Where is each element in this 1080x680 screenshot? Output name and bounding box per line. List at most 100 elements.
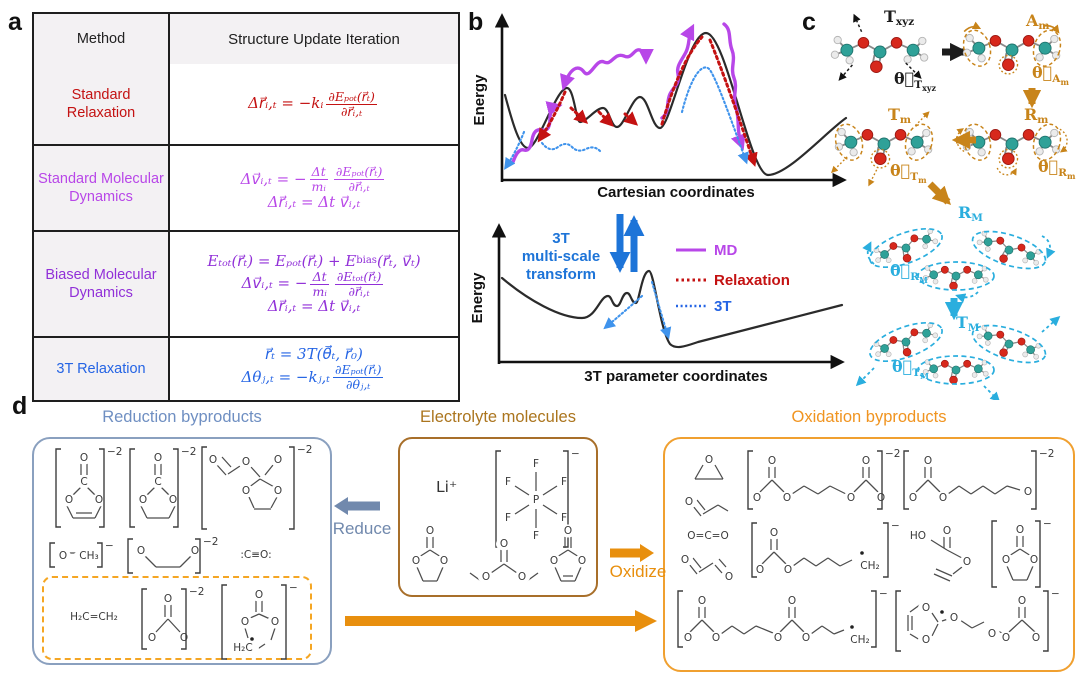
svg-text:F: F: [533, 530, 539, 542]
relaxation-dashed-arrow: [660, 35, 704, 126]
table-header-row: Method Structure Update Iteration: [34, 14, 458, 64]
label-theta-t-m: θ⃗Tm: [890, 161, 927, 185]
svg-text:P: P: [533, 494, 539, 506]
svg-text:−2: −2: [1039, 448, 1054, 460]
svg-text:C: C: [154, 476, 161, 488]
t3-dotted-arrow: [540, 141, 602, 153]
molecule-dioxolane-radical-carbonate: O O O O O O O −: [892, 588, 1060, 654]
equation-line: Δr⃗ᵢ,ₜ = −kᵢ ∂Eₚₒₜ(r⃗ₜ) ∂r⃗ᵢ,ₜ: [248, 88, 377, 119]
svg-text:H₂C=CH₂: H₂C=CH₂: [70, 611, 118, 623]
method-name: 3T Relaxation: [34, 338, 170, 400]
md-wavy-arrow: [560, 48, 654, 91]
relaxation-dashed-arrow: [569, 106, 589, 124]
svg-text:O: O: [550, 555, 558, 567]
molecule-ethylene-carbonate: O O O: [402, 520, 458, 590]
svg-text:O: O: [1024, 486, 1032, 498]
molecule-carbon-monoxide: :C≡O:: [226, 544, 286, 566]
molecule-carbon-dioxide: O=C=O: [676, 526, 740, 546]
svg-text:O: O: [255, 589, 263, 601]
svg-text:O: O: [725, 571, 733, 583]
svg-text:O: O: [939, 492, 947, 504]
label-theta-a-m: θ⃗Am: [1032, 63, 1069, 87]
equation-line: r⃗ₜ = 3T(θ⃗ₜ, r⃗₀): [265, 345, 363, 364]
molecule-ec-radical-anion: O O O H₂C −: [218, 582, 298, 662]
panel-c-label: c: [802, 8, 816, 36]
molecule-dicarbonate-ethyl-radical: O O O O O O CH₂ −: [674, 588, 888, 650]
molecule-pf6-anion: P F F F F F F −: [492, 448, 580, 550]
label-a-m: Am: [1025, 11, 1050, 32]
svg-text:O: O: [271, 616, 279, 628]
x-axis-label-cartesian: Cartesian coordinates: [597, 184, 755, 201]
svg-text:O: O: [847, 492, 855, 504]
svg-text:C: C: [80, 476, 87, 488]
panel-a-label: a: [8, 8, 22, 36]
molecule-t-xyz: [830, 13, 929, 81]
svg-text:F: F: [505, 476, 511, 488]
svg-text:−2: −2: [203, 536, 218, 548]
svg-text:O: O: [756, 564, 764, 576]
svg-text:O: O: [180, 632, 188, 644]
svg-text:−2: −2: [297, 444, 312, 456]
cartesian-energy-curve: [503, 31, 848, 177]
svg-text:O: O: [242, 485, 250, 497]
svg-text:O: O: [137, 545, 145, 557]
svg-text:O: O: [148, 632, 156, 644]
relaxation-dashed-arrow: [708, 38, 758, 167]
svg-text:O: O: [753, 492, 761, 504]
molecule-carbonate-dianion: O O O −2: [138, 586, 204, 652]
svg-text:F: F: [505, 512, 511, 524]
md-wavy-arrow: [511, 101, 563, 164]
svg-text:F: F: [561, 512, 567, 524]
oxidize-arrow: [610, 544, 654, 562]
method-table: Method Structure Update Iteration Standa…: [32, 12, 460, 402]
label-t-xyz: Txyz: [884, 7, 914, 28]
table-row: 3T Relaxation r⃗ₜ = 3T(θ⃗ₜ, r⃗₀) Δθⱼ,ₜ = −…: [34, 336, 458, 400]
svg-text:−: −: [571, 448, 580, 460]
svg-text:O: O: [164, 593, 172, 605]
label-t-M: TM: [956, 313, 980, 334]
svg-text:O: O: [685, 496, 693, 508]
energy-axis-label: Energy: [471, 74, 488, 126]
svg-text:O: O: [802, 632, 810, 644]
svg-text:O: O: [783, 492, 791, 504]
svg-text:O: O: [1030, 554, 1038, 566]
molecule-dicarbonate-dianion: O O O O O O −2: [744, 448, 900, 512]
svg-text:F: F: [533, 458, 539, 470]
transform-text-line3: transform: [526, 266, 596, 283]
molecule-vc-dianion: O C O O −2: [52, 446, 122, 530]
molecule-dimethyl-carbonate: O O O: [458, 532, 550, 590]
svg-text:O: O: [988, 628, 996, 640]
svg-text:O: O: [1002, 632, 1010, 644]
svg-text::C≡O:: :C≡O:: [240, 549, 271, 561]
svg-text:O: O: [922, 634, 930, 646]
panel-b-plots: Energy Cartesian coordinates 3T multi-sc…: [469, 13, 848, 385]
svg-text:O: O: [412, 555, 420, 567]
t3-dotted-arrow: [650, 280, 672, 340]
svg-text:O: O: [274, 485, 282, 497]
svg-text:HO: HO: [910, 530, 926, 542]
equation-cell: Δv⃗ᵢ,ₜ = − Δt mᵢ ∂Eₚₒₜ(r⃗ₜ) ∂r⃗ᵢ,ₜ Δr⃗ᵢ,ₜ = Δ…: [170, 146, 458, 230]
label-theta-r-M: θ⃗RM: [890, 261, 928, 285]
legend-md-label: MD: [714, 242, 737, 259]
svg-text:O=C=O: O=C=O: [687, 530, 728, 542]
legend-relaxation-label: Relaxation: [714, 272, 790, 289]
t3-dotted-arrow: [504, 130, 526, 170]
svg-text:O: O: [564, 525, 572, 537]
equation-line: Δθⱼ,ₜ = −kⱼ,ₜ ∂Eₚₒₜ(r⃗ₜ) ∂θⱼ,ₜ: [241, 362, 384, 393]
svg-text:O: O: [274, 454, 282, 466]
svg-text:O: O: [1002, 554, 1010, 566]
svg-text:−: −: [289, 582, 298, 594]
svg-text:O: O: [518, 571, 526, 583]
svg-text:−2: −2: [181, 446, 196, 458]
svg-text:−: −: [1043, 518, 1052, 530]
svg-text:O: O: [154, 452, 162, 464]
svg-text:O: O: [909, 492, 917, 504]
panel-b-label: b: [468, 8, 484, 36]
oxidize-long-arrow: [345, 610, 657, 632]
reduce-label: Reduce: [332, 519, 392, 538]
svg-text:−2: −2: [189, 586, 204, 598]
svg-text:−: −: [879, 588, 888, 600]
svg-text:O: O: [1032, 632, 1040, 644]
method-table-body: Standard Relaxation Δr⃗ᵢ,ₜ = −kᵢ ∂Eₚₒₜ(r⃗ₜ…: [34, 64, 458, 400]
